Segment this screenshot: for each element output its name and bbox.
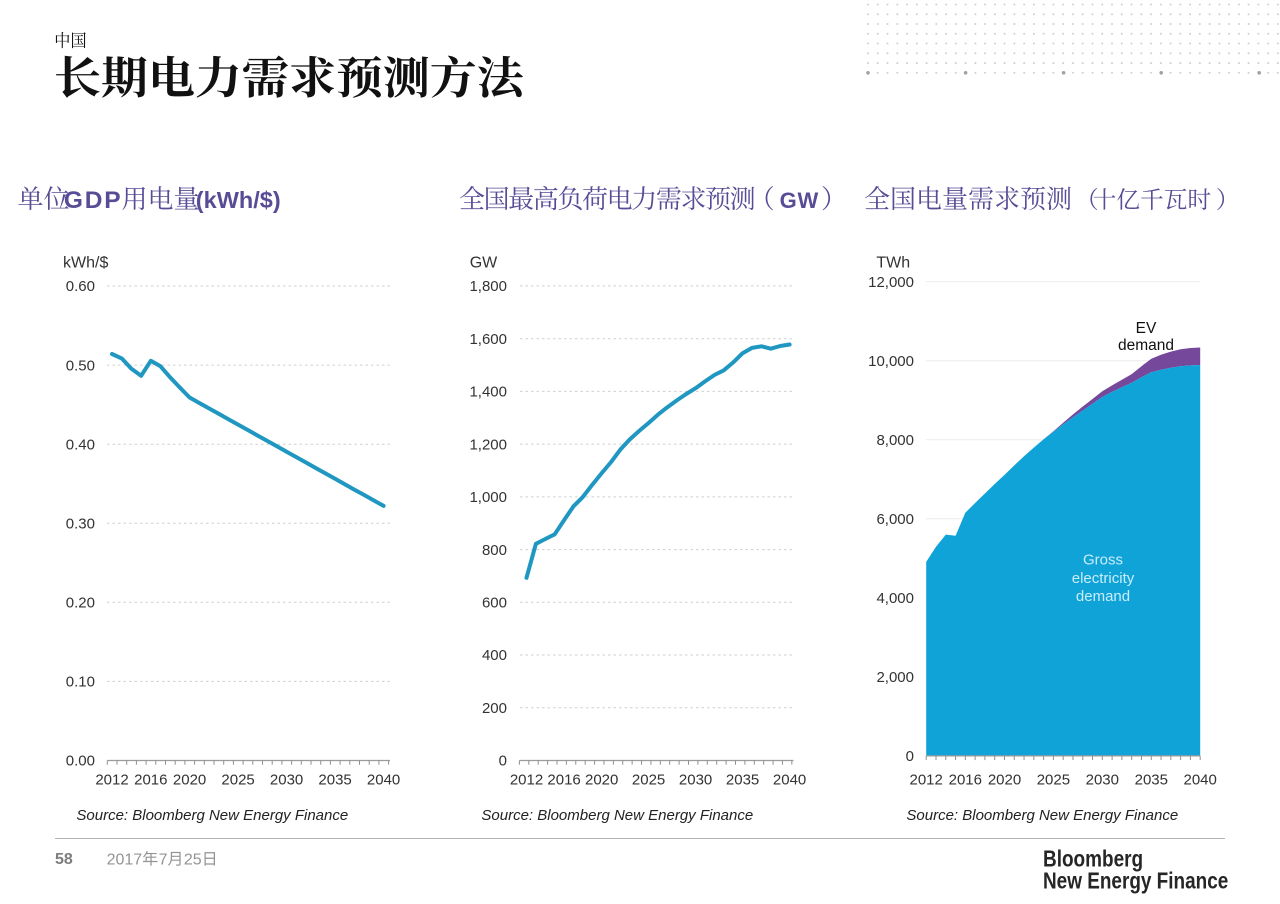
svg-text:2016: 2016 — [547, 772, 580, 789]
svg-text:Source: Bloomberg New Energy F: Source: Bloomberg New Energy Finance — [906, 807, 1178, 824]
svg-text:400: 400 — [482, 647, 507, 664]
svg-text:600: 600 — [482, 595, 507, 612]
svg-text:0: 0 — [906, 748, 914, 765]
svg-text:0: 0 — [499, 753, 507, 770]
svg-text:2,000: 2,000 — [876, 669, 914, 686]
svg-text:12,000: 12,000 — [868, 274, 914, 291]
svg-text:(kWh/$): (kWh/$) — [196, 187, 281, 213]
svg-text:0.20: 0.20 — [66, 595, 95, 612]
svg-text:Source: Bloomberg New Energy F: Source: Bloomberg New Energy Finance — [76, 807, 348, 824]
svg-text:200: 200 — [482, 700, 507, 717]
svg-text:2020: 2020 — [988, 772, 1021, 789]
svg-text:2012: 2012 — [95, 772, 128, 789]
svg-text:1,200: 1,200 — [469, 436, 507, 453]
svg-text:2035: 2035 — [1135, 772, 1168, 789]
svg-text:1,400: 1,400 — [469, 384, 507, 401]
svg-text:electricity: electricity — [1072, 570, 1135, 587]
svg-text:10,000: 10,000 — [868, 353, 914, 370]
svg-text:kWh/$: kWh/$ — [63, 255, 108, 272]
svg-text:demand: demand — [1118, 337, 1174, 354]
svg-text:2025: 2025 — [221, 772, 254, 789]
svg-text:0.00: 0.00 — [66, 753, 95, 770]
svg-text:8,000: 8,000 — [876, 432, 914, 449]
svg-text:2040: 2040 — [773, 772, 806, 789]
svg-text:0.10: 0.10 — [66, 674, 95, 691]
svg-text:2030: 2030 — [679, 772, 712, 789]
svg-text:1,800: 1,800 — [469, 278, 507, 295]
svg-text:6,000: 6,000 — [876, 511, 914, 528]
svg-text:4,000: 4,000 — [876, 590, 914, 607]
svg-text:2040: 2040 — [367, 772, 400, 789]
svg-text:2020: 2020 — [585, 772, 618, 789]
svg-text:2025: 2025 — [1037, 772, 1070, 789]
svg-text:7: 7 — [159, 852, 168, 869]
svg-text:2035: 2035 — [318, 772, 351, 789]
svg-text:2040: 2040 — [1184, 772, 1217, 789]
svg-text:Bloomberg: Bloomberg — [1043, 847, 1143, 872]
svg-text:GW: GW — [470, 255, 498, 272]
svg-text:2020: 2020 — [173, 772, 206, 789]
svg-text:2016: 2016 — [134, 772, 167, 789]
svg-text:TWh: TWh — [876, 255, 910, 272]
svg-text:2030: 2030 — [270, 772, 303, 789]
svg-text:2016: 2016 — [949, 772, 982, 789]
svg-text:GDP: GDP — [64, 187, 123, 214]
svg-text:2035: 2035 — [726, 772, 759, 789]
svg-text:800: 800 — [482, 542, 507, 559]
svg-text:Source: Bloomberg New Energy F: Source: Bloomberg New Energy Finance — [481, 807, 753, 824]
svg-text:2012: 2012 — [910, 772, 943, 789]
svg-text:2025: 2025 — [632, 772, 665, 789]
svg-text:EV: EV — [1136, 320, 1157, 337]
svg-text:demand: demand — [1076, 588, 1130, 605]
svg-text:1,000: 1,000 — [469, 489, 507, 506]
svg-text:2012: 2012 — [510, 772, 543, 789]
svg-text:2030: 2030 — [1086, 772, 1119, 789]
svg-text:2017: 2017 — [107, 852, 143, 869]
svg-text:0.40: 0.40 — [66, 436, 95, 453]
svg-text:25: 25 — [184, 852, 202, 869]
svg-text:58: 58 — [55, 851, 73, 868]
svg-text:Gross: Gross — [1083, 552, 1123, 569]
svg-text:0.50: 0.50 — [66, 357, 95, 374]
svg-text:New Energy Finance: New Energy Finance — [1043, 869, 1228, 894]
svg-text:0.60: 0.60 — [66, 278, 95, 295]
svg-text:1,600: 1,600 — [469, 331, 507, 348]
svg-text:GW: GW — [780, 188, 819, 213]
svg-text:0.30: 0.30 — [66, 516, 95, 533]
